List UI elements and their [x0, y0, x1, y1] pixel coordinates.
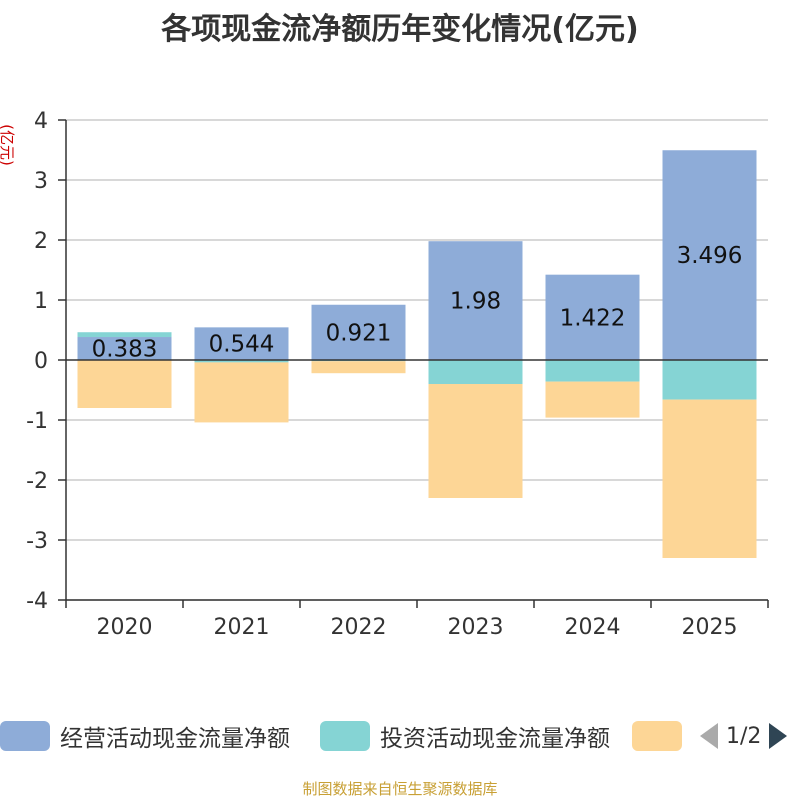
- data-label-2020: 0.383: [92, 337, 158, 363]
- bar-2020-series-2[interactable]: [77, 360, 172, 408]
- axis-layer: 4 3 2 1 0 -1 -2 -3 -4 2020 2021 2022 2023 2024 2025: [26, 109, 769, 640]
- y-tick-label: 4: [34, 109, 48, 134]
- x-tick-label: 2022: [331, 615, 387, 640]
- x-tick-label: 2025: [682, 615, 738, 640]
- bar-2021-series-1[interactable]: [194, 360, 289, 363]
- legend-item-operating[interactable]: 经营活动现金流量净额: [0, 716, 290, 756]
- labels-layer: 0.383 0.544 0.921 1.98 1.422 3.496: [92, 243, 743, 362]
- legend-pager: 1/2: [700, 716, 788, 756]
- bar-2023-series-1[interactable]: [428, 360, 523, 384]
- legend-item-investing[interactable]: 投资活动现金流量净额: [320, 716, 610, 756]
- y-tick-label: -1: [26, 409, 48, 434]
- chart-title: 各项现金流净额历年变化情况(亿元): [161, 12, 639, 47]
- y-tick-label: -2: [26, 469, 48, 494]
- bar-2023-series-0[interactable]: [428, 241, 523, 360]
- x-tick-label: 2021: [214, 615, 270, 640]
- data-label-2021: 0.544: [209, 332, 275, 358]
- y-tick-label: 2: [34, 229, 48, 254]
- data-label-2022: 0.921: [326, 320, 392, 346]
- legend-label-investing: 投资活动现金流量净额: [380, 726, 610, 752]
- data-source-note: 制图数据来自恒生聚源数据库: [302, 780, 498, 798]
- bar-2025-series-2[interactable]: [662, 399, 757, 558]
- y-tick-label: -3: [26, 529, 48, 554]
- y-tick-label: -4: [26, 589, 48, 614]
- y-tick-label: 1: [34, 289, 48, 314]
- bar-2024-series-2[interactable]: [545, 381, 640, 418]
- bar-2021-series-0[interactable]: [194, 327, 289, 360]
- y-tick-label: 0: [34, 349, 48, 374]
- legend-swatch-financing: [632, 721, 682, 751]
- legend-swatch-operating: [0, 721, 50, 751]
- bar-2021-series-2[interactable]: [194, 362, 289, 423]
- legend: 经营活动现金流量净额 投资活动现金流量净额 1/2: [0, 716, 800, 756]
- y-tick-label: 3: [34, 169, 48, 194]
- bar-2023-series-2[interactable]: [428, 384, 523, 498]
- bar-2024-series-1[interactable]: [545, 360, 640, 382]
- previous-page-icon[interactable]: [700, 723, 718, 749]
- bar-2022-series-0[interactable]: [311, 304, 406, 360]
- x-tick-label: 2020: [97, 615, 153, 640]
- legend-item-financing[interactable]: [632, 716, 682, 756]
- bar-2022-series-2[interactable]: [311, 361, 406, 374]
- data-label-2025: 3.496: [677, 243, 743, 269]
- bar-2025-series-0[interactable]: [662, 150, 757, 360]
- legend-page-indicator: 1/2: [726, 723, 762, 749]
- legend-label-operating: 经营活动现金流量净额: [60, 726, 290, 752]
- next-page-icon[interactable]: [769, 723, 788, 749]
- bar-2020-series-0[interactable]: [77, 337, 172, 360]
- x-tick-label: 2023: [448, 615, 504, 640]
- data-label-2024: 1.422: [560, 305, 626, 331]
- bar-2020-series-1[interactable]: [77, 332, 172, 338]
- bar-2024-series-0[interactable]: [545, 274, 640, 360]
- bars-layer: [77, 150, 757, 558]
- data-label-2023: 1.98: [450, 289, 501, 315]
- bar-2025-series-1[interactable]: [662, 360, 757, 400]
- y-axis-label: (亿元): [0, 124, 16, 166]
- legend-swatch-investing: [320, 721, 370, 751]
- x-tick-label: 2024: [565, 615, 621, 640]
